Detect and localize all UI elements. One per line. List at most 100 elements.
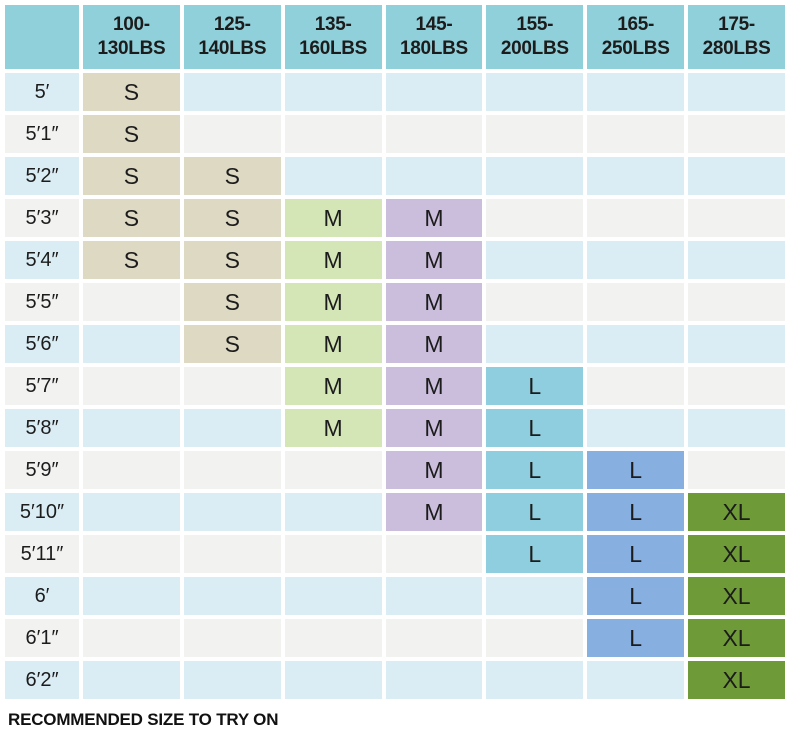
height-row-label: 5′7″: [5, 367, 79, 405]
empty-cell: [385, 661, 483, 699]
size-cell: M: [284, 199, 382, 237]
table-row: 5′ S: [5, 73, 785, 111]
size-cell: M: [385, 241, 483, 279]
table-row: 6′ L XL: [5, 577, 785, 615]
empty-cell: [587, 367, 685, 405]
height-row-label: 6′2″: [5, 661, 79, 699]
height-row-label: 5′8″: [5, 409, 79, 447]
empty-cell: [183, 535, 281, 573]
height-row-label: 5′11″: [5, 535, 79, 573]
size-cell: L: [486, 493, 584, 531]
empty-cell: [284, 577, 382, 615]
empty-cell: [688, 367, 785, 405]
height-row-label: 5′3″: [5, 199, 79, 237]
size-cell: M: [385, 325, 483, 363]
table-row: 5′7″ M M L: [5, 367, 785, 405]
weight-column-header: 175- 280LBS: [688, 5, 785, 69]
header-row: 100- 130LBS 125- 140LBS 135- 160LBS 145- 18…: [5, 5, 785, 69]
empty-cell: [486, 661, 584, 699]
height-row-label: 5′5″: [5, 283, 79, 321]
empty-cell: [83, 661, 180, 699]
empty-cell: [284, 73, 382, 111]
empty-cell: [486, 283, 584, 321]
size-cell: L: [486, 409, 584, 447]
empty-cell: [486, 325, 584, 363]
empty-cell: [284, 619, 382, 657]
size-cell: L: [486, 535, 584, 573]
empty-cell: [284, 661, 382, 699]
empty-cell: [688, 283, 785, 321]
weight-column-header: 165- 250LBS: [587, 5, 685, 69]
size-cell: XL: [688, 661, 785, 699]
empty-cell: [385, 115, 483, 153]
empty-cell: [183, 409, 281, 447]
empty-cell: [183, 619, 281, 657]
empty-cell: [83, 283, 180, 321]
table-row: 5′9″ M L L: [5, 451, 785, 489]
size-cell: S: [183, 199, 281, 237]
empty-cell: [587, 115, 685, 153]
empty-cell: [183, 73, 281, 111]
empty-cell: [587, 241, 685, 279]
size-cell: L: [486, 367, 584, 405]
size-cell: M: [284, 325, 382, 363]
weight-column-header: 135- 160LBS: [284, 5, 382, 69]
size-cell: S: [83, 157, 180, 195]
empty-cell: [486, 73, 584, 111]
size-cell: XL: [688, 535, 785, 573]
table-row: 5′3″ S S M M: [5, 199, 785, 237]
empty-cell: [688, 73, 785, 111]
size-cell: L: [587, 493, 685, 531]
size-cell: L: [486, 451, 584, 489]
weight-column-header: 100- 130LBS: [83, 5, 180, 69]
size-cell: L: [587, 577, 685, 615]
height-row-label: 5′9″: [5, 451, 79, 489]
height-row-label: 5′4″: [5, 241, 79, 279]
empty-cell: [183, 493, 281, 531]
size-cell: M: [385, 451, 483, 489]
empty-cell: [284, 451, 382, 489]
empty-cell: [183, 115, 281, 153]
height-row-label: 6′: [5, 577, 79, 615]
empty-cell: [486, 199, 584, 237]
empty-cell: [688, 115, 785, 153]
empty-cell: [688, 325, 785, 363]
table-row: 5′1″ S: [5, 115, 785, 153]
size-cell: M: [284, 409, 382, 447]
table-row: 5′2″ S S: [5, 157, 785, 195]
size-cell: S: [83, 115, 180, 153]
size-cell: L: [587, 619, 685, 657]
size-cell: S: [183, 241, 281, 279]
empty-cell: [587, 157, 685, 195]
empty-cell: [385, 535, 483, 573]
height-row-label: 6′1″: [5, 619, 79, 657]
height-row-label: 5′2″: [5, 157, 79, 195]
size-chart-table: 100- 130LBS 125- 140LBS 135- 160LBS 145- 18…: [1, 1, 789, 703]
size-cell: S: [83, 241, 180, 279]
empty-cell: [385, 619, 483, 657]
size-cell: M: [385, 367, 483, 405]
weight-column-header: 155- 200LBS: [486, 5, 584, 69]
empty-cell: [385, 577, 483, 615]
weight-column-header: 145- 180LBS: [385, 5, 483, 69]
empty-cell: [183, 451, 281, 489]
empty-cell: [385, 157, 483, 195]
empty-cell: [284, 157, 382, 195]
empty-cell: [486, 115, 584, 153]
empty-cell: [183, 577, 281, 615]
size-cell: M: [284, 241, 382, 279]
empty-cell: [284, 493, 382, 531]
empty-cell: [688, 157, 785, 195]
empty-cell: [688, 199, 785, 237]
size-cell: S: [183, 283, 281, 321]
size-cell: S: [183, 157, 281, 195]
size-cell: S: [183, 325, 281, 363]
empty-cell: [688, 451, 785, 489]
empty-cell: [83, 493, 180, 531]
table-row: 5′4″ S S M M: [5, 241, 785, 279]
table-row: 5′6″ S M M: [5, 325, 785, 363]
empty-cell: [587, 283, 685, 321]
height-row-label: 5′10″: [5, 493, 79, 531]
empty-cell: [83, 409, 180, 447]
